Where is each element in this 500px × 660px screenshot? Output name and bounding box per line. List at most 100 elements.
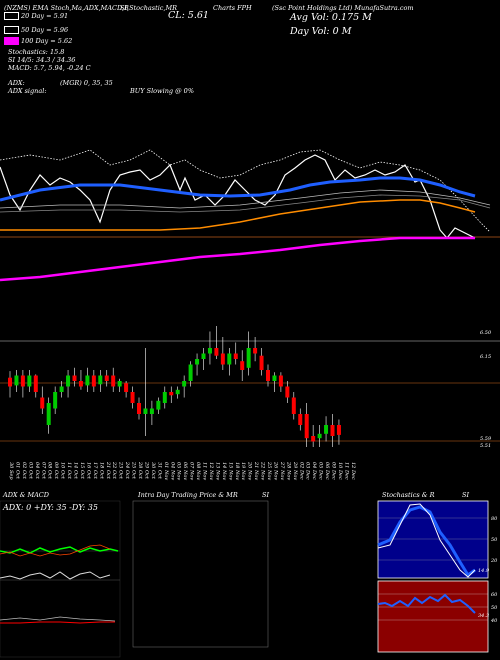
candle-body [278,375,283,387]
candle-body [143,408,148,414]
candle-body [285,386,290,398]
x-tick-label: 30 Sep [8,462,14,480]
x-tick-label: 14 Oct [73,462,79,480]
ema-blue [0,176,476,202]
si-axis-50: 50 [491,605,498,611]
x-tick-label: 31 Oct [156,462,162,480]
stoch-blue-line [377,505,476,578]
x-tick-label: 03 Oct [27,462,33,480]
candle-body [78,381,83,387]
stochastics-panel: 80 50 20 14.9 60 50 40 34.3 [377,500,498,653]
candle-body [188,364,193,381]
candle-body [317,433,322,439]
x-tick-label: 06 Nov [182,462,188,480]
ema-white-price [0,154,476,239]
candle-body [20,375,25,387]
stoch-marker: 14.9 [478,568,490,574]
intraday-panel-title: Intra Day Trading Price & MR [138,491,238,499]
x-tick-label: 25 Nov [266,461,272,480]
candle-body [227,353,232,365]
si-readout: SI 14/5: 34.3 / 34.36 [8,56,76,64]
candle-body [59,386,64,392]
x-tick-label: 01 Oct [14,462,20,480]
price-label-5-59: 5.59 [480,436,492,442]
stoch-panel-title: Stochastics & R [382,491,435,499]
x-tick-label: 18 Nov [234,462,240,480]
candle-body [214,348,219,356]
adx-macd-panel [0,500,121,658]
candles [8,326,341,447]
mgr-readout: (MGR) 0, 35, 35 [60,79,113,87]
ema-grey-2 [0,194,491,213]
si-axis-40: 40 [490,618,498,624]
x-tick-label: 11 Oct [66,462,72,480]
candle-body [246,348,251,368]
x-tick-label: 15 Oct [79,462,85,480]
candle-body [272,375,277,381]
x-tick-label: 09 Oct [53,462,59,480]
price-level-lines [0,340,500,442]
ema-white-dotted [0,149,491,233]
x-tick-label: 22 Nov [260,461,266,480]
candle-body [175,389,180,395]
x-tick-label: 06 Dec [324,462,330,480]
intraday-panel-frame [132,500,269,648]
stoch-axis-50: 50 [491,537,498,543]
candle-body [169,392,174,396]
x-tick-label: 18 Oct [98,462,104,480]
stoch-panel-si: SI [462,491,470,499]
chart-by: Charts FPH [213,4,252,12]
candle-body [149,408,154,414]
x-tick-label: 25 Oct [131,461,137,480]
macd-red [0,621,115,624]
adx-panel-title: ADX & MACD [3,491,49,499]
adx-red-line [0,544,111,557]
candle-body [311,436,316,442]
x-tick-label: 10 Oct [60,462,66,480]
x-tick-label: 04 Oct [34,462,40,480]
candle-body [33,375,38,392]
candle-body [46,403,51,425]
x-tick-label: 26 Nov [272,461,278,480]
candle-body [124,383,129,392]
candle-body [195,359,200,365]
macd-readout: MACD: 5.7, 5.94, -0.24 C [8,64,91,72]
price-label-6-15: 6.15 [480,354,491,360]
candle-body [291,397,296,414]
adx-green-line [0,546,119,554]
x-tick-label: 30 Oct [150,462,156,480]
price-label-6-50: 6.50 [480,330,492,336]
day-vol: Day Vol: 0 M [290,26,352,37]
company-name: (Ssc Point Holdings Ltd) MunafaSutra.com [272,4,414,12]
stoch-axis-80: 80 [491,516,498,522]
candle-body [98,375,103,385]
price-label-5-51: 5.51 [480,443,491,449]
buy-slowing: BUY Slowing @ 0% [130,87,194,95]
candle-body [266,370,270,381]
x-tick-label: 29 Nov [292,461,298,480]
x-tick-label: 09 Dec [331,462,337,480]
x-tick-label: 07 Oct [40,462,46,480]
adx-signal-label: ADX signal: [8,87,47,95]
adx-panel-readout: ADX: 0 +DY: 35 -DY: 35 [3,503,98,512]
candle-body [137,403,141,414]
x-tick-label: 02 Oct [21,462,27,480]
x-tick-label: 15 Nov [227,462,233,480]
candle-body [85,375,90,386]
x-tick-label: 08 Oct [47,462,53,480]
candle-body [8,377,12,387]
x-tick-label: 28 Oct [137,461,143,480]
candle-body [220,353,225,365]
candle-body [111,375,116,387]
x-tick-label: 21 Oct [105,461,111,480]
chart-title-left: (NZMS) EMA Stoch,Ma,ADX,MACD,B [4,4,129,12]
x-tick-label: 28 Nov [285,461,291,480]
x-tick-label: 01 Nov [163,462,169,480]
legend-swatch-20 [4,12,19,20]
candle-body [14,375,19,386]
candle-body [27,375,32,387]
candle-body [336,425,341,435]
legend-swatch-50 [4,26,19,34]
x-tick-label: 19 Nov [240,462,246,480]
